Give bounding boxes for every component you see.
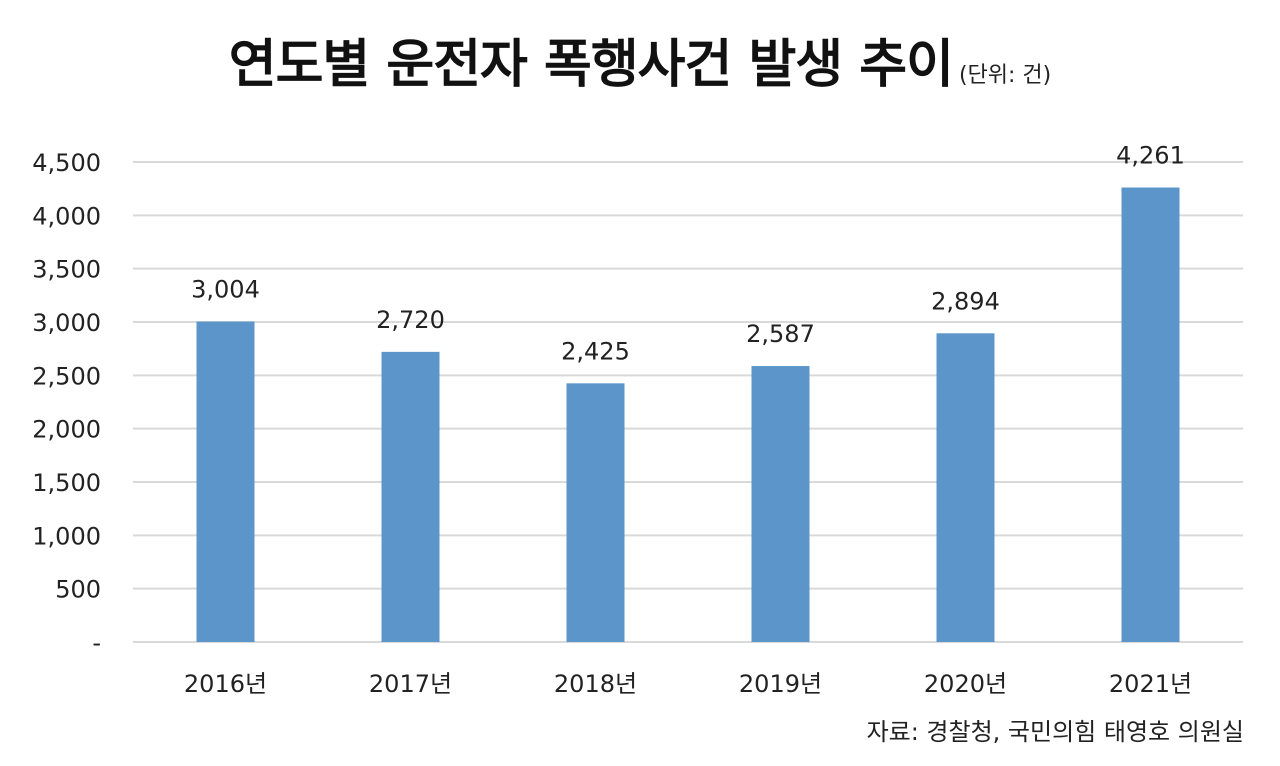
y-tick-label: 4,500 bbox=[32, 149, 101, 177]
x-tick-label: 2016년 bbox=[184, 670, 267, 698]
data-label: 2,425 bbox=[561, 337, 630, 365]
y-tick-label: 3,000 bbox=[32, 309, 101, 337]
data-label: 2,894 bbox=[931, 287, 1000, 315]
y-tick-label: - bbox=[92, 629, 101, 657]
x-tick-label: 2018년 bbox=[554, 670, 637, 698]
y-tick-label: 2,000 bbox=[32, 416, 101, 444]
y-tick-label: 4,000 bbox=[32, 202, 101, 230]
bar bbox=[1121, 187, 1180, 642]
y-tick-label: 3,500 bbox=[32, 256, 101, 284]
data-label: 4,261 bbox=[1116, 141, 1185, 169]
source-note: 자료: 경찰청, 국민의힘 태영호 의원실 bbox=[866, 718, 1244, 746]
y-tick-label: 1,000 bbox=[32, 522, 101, 550]
bar bbox=[751, 366, 810, 642]
bar bbox=[566, 383, 625, 642]
y-tick-label: 1,500 bbox=[32, 469, 101, 497]
x-tick-label: 2019년 bbox=[739, 670, 822, 698]
x-tick-label: 2017년 bbox=[369, 670, 452, 698]
bar bbox=[381, 351, 440, 642]
y-tick-label: 500 bbox=[55, 576, 101, 604]
bar bbox=[936, 333, 995, 642]
bar bbox=[196, 321, 255, 642]
y-tick-label: 2,500 bbox=[32, 362, 101, 390]
unit-note: (단위: 건) bbox=[958, 63, 1052, 88]
chart-title-block: 연도별 운전자 폭행사건 발생 추이 (단위: 건) bbox=[0, 22, 1280, 97]
data-label: 2,587 bbox=[746, 320, 815, 348]
x-tick-label: 2021년 bbox=[1109, 670, 1192, 698]
data-label: 2,720 bbox=[376, 306, 445, 334]
x-tick-label: 2020년 bbox=[924, 670, 1007, 698]
data-label: 3,004 bbox=[191, 276, 260, 304]
chart-title: 연도별 운전자 폭행사건 발생 추이 bbox=[228, 35, 954, 95]
